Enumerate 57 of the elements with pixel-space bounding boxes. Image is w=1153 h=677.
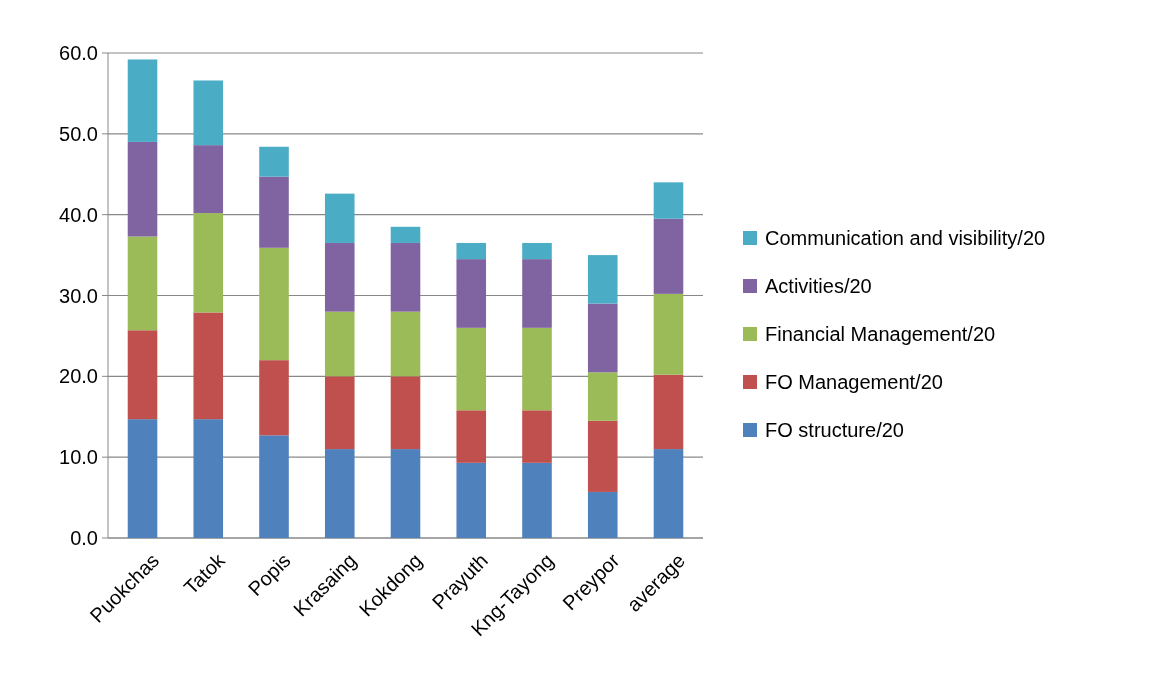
- legend-label: Financial Management/20: [765, 323, 996, 345]
- bar: [653, 374, 684, 450]
- legend-label: Activities/20: [765, 275, 872, 297]
- y-tick-label: 10.0: [59, 446, 98, 469]
- bar: [587, 491, 618, 538]
- bar: [193, 213, 224, 313]
- bar: [390, 449, 421, 538]
- bar: [587, 372, 618, 421]
- bar: [587, 303, 618, 373]
- bar: [653, 182, 684, 219]
- bar: [324, 193, 355, 243]
- bar: [259, 247, 289, 361]
- bar: [324, 449, 355, 538]
- y-tick-label: 40.0: [59, 203, 98, 226]
- bar: [127, 419, 158, 538]
- bar: [653, 218, 684, 294]
- bar: [193, 312, 224, 420]
- bar: [324, 242, 355, 312]
- bar: [456, 410, 487, 463]
- bar: [390, 311, 421, 377]
- bar: [324, 376, 355, 450]
- bar: [390, 226, 421, 243]
- y-tick-label: 30.0: [59, 284, 98, 307]
- bar: [522, 410, 552, 463]
- bar: [456, 327, 487, 411]
- bar: [456, 242, 487, 260]
- bar: [456, 259, 487, 328]
- legend-label: FO Management/20: [765, 371, 943, 393]
- bar: [259, 146, 289, 177]
- y-tick-label: 20.0: [59, 365, 98, 388]
- bar: [193, 145, 224, 214]
- bar: [127, 59, 158, 142]
- bar: [522, 259, 552, 328]
- bar: [259, 176, 289, 248]
- bar: [127, 236, 158, 331]
- y-tick-label: 60.0: [59, 42, 98, 64]
- bar: [259, 435, 289, 538]
- y-tick-label: 0.0: [70, 527, 98, 549]
- bar: [653, 449, 684, 538]
- bar: [390, 242, 421, 312]
- bar: [259, 360, 289, 436]
- legend-label: Communication and visibility/20: [765, 227, 1046, 249]
- bar: [390, 376, 421, 450]
- bar: [127, 330, 158, 420]
- bar: [653, 293, 684, 375]
- bar: [193, 419, 224, 538]
- legend-label: FO structure/20: [765, 419, 904, 441]
- bar: [522, 327, 552, 411]
- bar: [522, 462, 552, 538]
- bar: [587, 420, 618, 492]
- y-tick-label: 50.0: [59, 122, 98, 145]
- bar: [587, 255, 618, 304]
- bar: [193, 80, 224, 146]
- bar: [456, 462, 487, 538]
- bar: [522, 242, 552, 260]
- bar: [127, 141, 158, 237]
- bar: [324, 311, 355, 377]
